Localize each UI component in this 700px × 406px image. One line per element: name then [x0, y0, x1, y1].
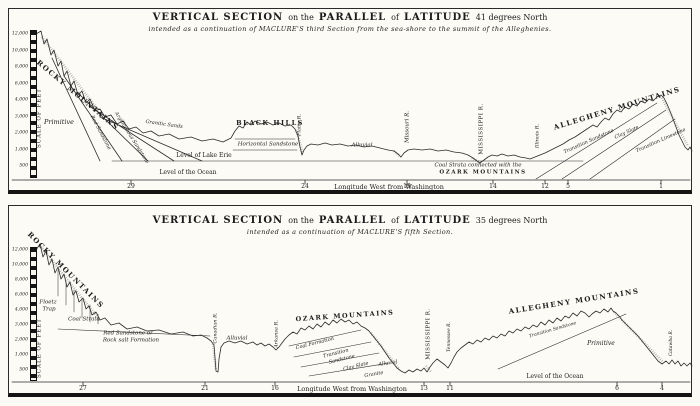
- missouri-river-label: Missouri R.: [404, 111, 411, 143]
- alluvial-label-top: Alluvial: [351, 142, 373, 149]
- title-part: on the: [288, 216, 314, 225]
- tennessee-river-label: Tennessee R.: [446, 322, 452, 352]
- coal-strata-ozark-line2: OZARK MOUNTAINS: [439, 169, 527, 176]
- title-lat41: VERTICAL SECTION on the PARALLEL of LATI…: [153, 12, 548, 23]
- mississippi-river-label-bottom: MISSISSIPPI R.: [425, 308, 432, 360]
- ocean-level-label-bottom: Level of the Ocean: [526, 373, 584, 380]
- title-part: of: [391, 13, 399, 22]
- scale-tick: 12,000: [11, 247, 28, 253]
- floetz-trap-line1: Floetz: [39, 299, 57, 306]
- scale-tick: 500: [19, 367, 28, 373]
- mississippi-river-label-top: MISSISSIPPI R.: [478, 103, 485, 155]
- coal-strata-ozark-line1: Coal Strata connected with the: [434, 162, 522, 169]
- title-part: of: [391, 216, 399, 225]
- catawba-river-label: Catawba R.: [668, 329, 674, 357]
- black-hills-label: BLACK HILLS: [236, 118, 304, 127]
- scale-tick: 12,000: [11, 31, 28, 37]
- red-sandstone-rocksalt-line1: Red Sandstone or: [103, 330, 153, 337]
- scale-tick: 8,000: [14, 277, 28, 283]
- ocean-level-label-top: Level of the Ocean: [159, 169, 217, 176]
- scale-of-feet-bar-bottom: [30, 247, 37, 381]
- longitude-tick: 5: [566, 182, 570, 190]
- title-part: PARALLEL: [318, 215, 387, 226]
- longitude-tick: 1: [659, 182, 663, 190]
- scale-tick: 500: [19, 163, 28, 169]
- longitude-tick: 27: [79, 384, 87, 392]
- lake-erie-level-label: Level of Lake Erie: [176, 152, 232, 159]
- scale-tick: 3,000: [14, 322, 28, 328]
- scale-tick: 10,000: [11, 48, 28, 53]
- alluvial-label-west: Alluvial: [226, 335, 248, 342]
- scale-of-feet-label-bottom: SCALE OF FEET: [36, 318, 43, 378]
- longitude-tick: 11: [446, 384, 454, 392]
- primitive-label-top: Primitive: [43, 117, 75, 126]
- title-part: 41 degrees North: [475, 13, 548, 22]
- longitude-tick: 6: [615, 384, 619, 392]
- floetz-trap-line2: Trap: [42, 306, 56, 313]
- scale-tick: 4,000: [14, 307, 28, 313]
- title-part: LATITUDE: [403, 215, 471, 226]
- canadian-river-label: Canadian R.: [212, 312, 219, 344]
- scale-tick: 10,000: [11, 262, 28, 268]
- longitude-tick: 12: [541, 182, 549, 190]
- longitude-tick: 13: [420, 384, 428, 392]
- longitude-tick: 29: [127, 182, 135, 190]
- scale-tick: 6,000: [14, 81, 28, 86]
- red-sandstone-rocksalt-line2: Rock salt Formation: [102, 337, 160, 344]
- longitude-axis-label-bottom: Longitude West from Washington: [297, 384, 407, 393]
- title-part: on the: [288, 13, 314, 22]
- title-part: PARALLEL: [318, 12, 387, 23]
- longitude-tick: 4: [660, 384, 664, 392]
- scale-tick: 4,000: [14, 97, 28, 103]
- scale-tick: 8,000: [14, 64, 28, 70]
- title-part: VERTICAL SECTION: [152, 12, 284, 23]
- scale-tick: 1,000: [14, 352, 28, 358]
- section-panel-lat41: [8, 8, 692, 194]
- title-part: VERTICAL SECTION: [152, 215, 284, 226]
- horizontal-sandstone-label: Horizontal Sandstone: [237, 141, 299, 148]
- title-lat35: VERTICAL SECTION on the PARALLEL of LATI…: [153, 215, 548, 226]
- primitive-label-bottom: Primitive: [587, 340, 615, 347]
- scale-tick: 2,000: [14, 130, 28, 136]
- longitude-tick: 19: [403, 182, 411, 190]
- platte-river-label: Platte R.: [296, 114, 303, 136]
- scale-tick: 6,000: [14, 292, 28, 298]
- scale-tick: 3,000: [14, 114, 28, 119]
- longitude-tick: 21: [201, 384, 209, 392]
- scale-tick: 1,000: [14, 147, 28, 152]
- arkansa-river-label: Arkansa R.: [273, 320, 280, 348]
- title-part: 35 degrees North: [475, 216, 548, 225]
- scale-of-feet-label-top: SCALE OF FEET: [36, 88, 43, 148]
- coal-strata-label-bottom: Coal Strata: [68, 316, 100, 323]
- longitude-axis-label-top: Longitude West from Washington: [334, 182, 444, 191]
- longitude-tick: 14: [489, 182, 497, 190]
- illinois-river-label: Illinois R.: [534, 123, 541, 149]
- subtitle-lat35: intended as a continuation of MACLURE'S …: [246, 228, 454, 236]
- longitude-tick: 16: [271, 384, 279, 392]
- title-part: LATITUDE: [403, 12, 471, 23]
- longitude-tick: 24: [301, 182, 309, 190]
- scale-tick: 2,000: [14, 337, 28, 343]
- scale-of-feet-bar-top: [30, 30, 37, 178]
- subtitle-lat41: intended as a continuation of MACLURE'S …: [148, 25, 552, 33]
